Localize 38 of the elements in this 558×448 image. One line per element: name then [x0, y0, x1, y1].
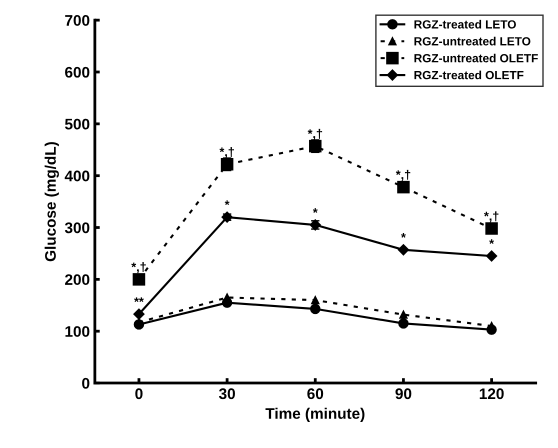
annotation: ** — [134, 297, 144, 302]
x-tick-label: 120 — [480, 388, 504, 400]
annotation: *,† — [308, 128, 322, 140]
point — [133, 308, 145, 320]
x-tick-label: 90 — [395, 388, 412, 400]
annotation: * — [312, 208, 318, 213]
point — [399, 310, 408, 319]
y-tick-label: 700 — [65, 15, 90, 26]
x-axis-title: Time (minute) — [266, 408, 364, 422]
point — [485, 222, 498, 235]
point — [398, 244, 410, 256]
annotation: *,† — [220, 147, 234, 158]
y-axis-title: Glucose (mg/dL) — [44, 142, 59, 262]
point — [486, 250, 498, 262]
legend-label: RGZ-untreated LETO — [414, 36, 530, 46]
y-tick-label: 500 — [64, 118, 90, 130]
legend-label: RGZ-treated OLETF — [414, 70, 524, 80]
annotation: *,† — [396, 170, 410, 181]
annotation: *,† — [484, 211, 498, 222]
x-tick-label: 30 — [218, 388, 235, 400]
y-tick-label: 200 — [65, 274, 90, 286]
legend-label: RGZ-untreated OLETF — [414, 54, 538, 62]
y-tick-label: 400 — [64, 170, 90, 182]
y-tick-label: 300 — [64, 222, 90, 234]
point — [310, 304, 320, 314]
annotation: * — [401, 233, 406, 238]
annotation: * — [489, 239, 494, 244]
y-tick-label: 0 — [82, 378, 90, 389]
annotation: * — [224, 200, 230, 206]
y-tick-label: 600 — [65, 66, 90, 78]
x-tick-label: 60 — [307, 388, 324, 400]
y-tick-label: 100 — [65, 326, 90, 337]
legend-label: RGZ-treated LETO — [414, 20, 516, 29]
x-tick-label: 0 — [135, 388, 143, 400]
annotation: *,† — [131, 262, 146, 274]
point — [398, 318, 409, 329]
point — [132, 273, 146, 286]
point — [311, 296, 320, 304]
